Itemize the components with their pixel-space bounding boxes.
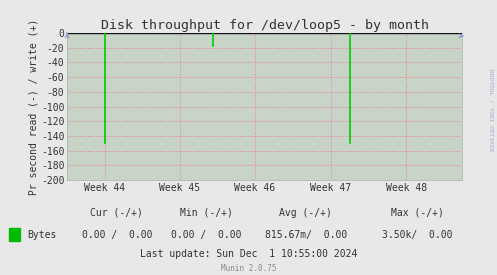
Text: Avg (-/+): Avg (-/+) xyxy=(279,208,332,218)
Text: RRDTOOL / TOBI OETIKER: RRDTOOL / TOBI OETIKER xyxy=(489,69,494,151)
Text: 0.00 /  0.00: 0.00 / 0.00 xyxy=(171,230,242,240)
Text: Munin 2.0.75: Munin 2.0.75 xyxy=(221,264,276,273)
Text: 815.67m/  0.00: 815.67m/ 0.00 xyxy=(264,230,347,240)
Text: Cur (-/+): Cur (-/+) xyxy=(90,208,143,218)
Text: 3.50k/  0.00: 3.50k/ 0.00 xyxy=(382,230,453,240)
Text: Min (-/+): Min (-/+) xyxy=(180,208,233,218)
Text: Bytes: Bytes xyxy=(27,230,57,240)
Y-axis label: Pr second read (-) / write (+): Pr second read (-) / write (+) xyxy=(28,18,38,195)
Title: Disk throughput for /dev/loop5 - by month: Disk throughput for /dev/loop5 - by mont… xyxy=(101,19,428,32)
Text: Last update: Sun Dec  1 10:55:00 2024: Last update: Sun Dec 1 10:55:00 2024 xyxy=(140,249,357,259)
Text: Max (-/+): Max (-/+) xyxy=(391,208,444,218)
Text: 0.00 /  0.00: 0.00 / 0.00 xyxy=(82,230,152,240)
